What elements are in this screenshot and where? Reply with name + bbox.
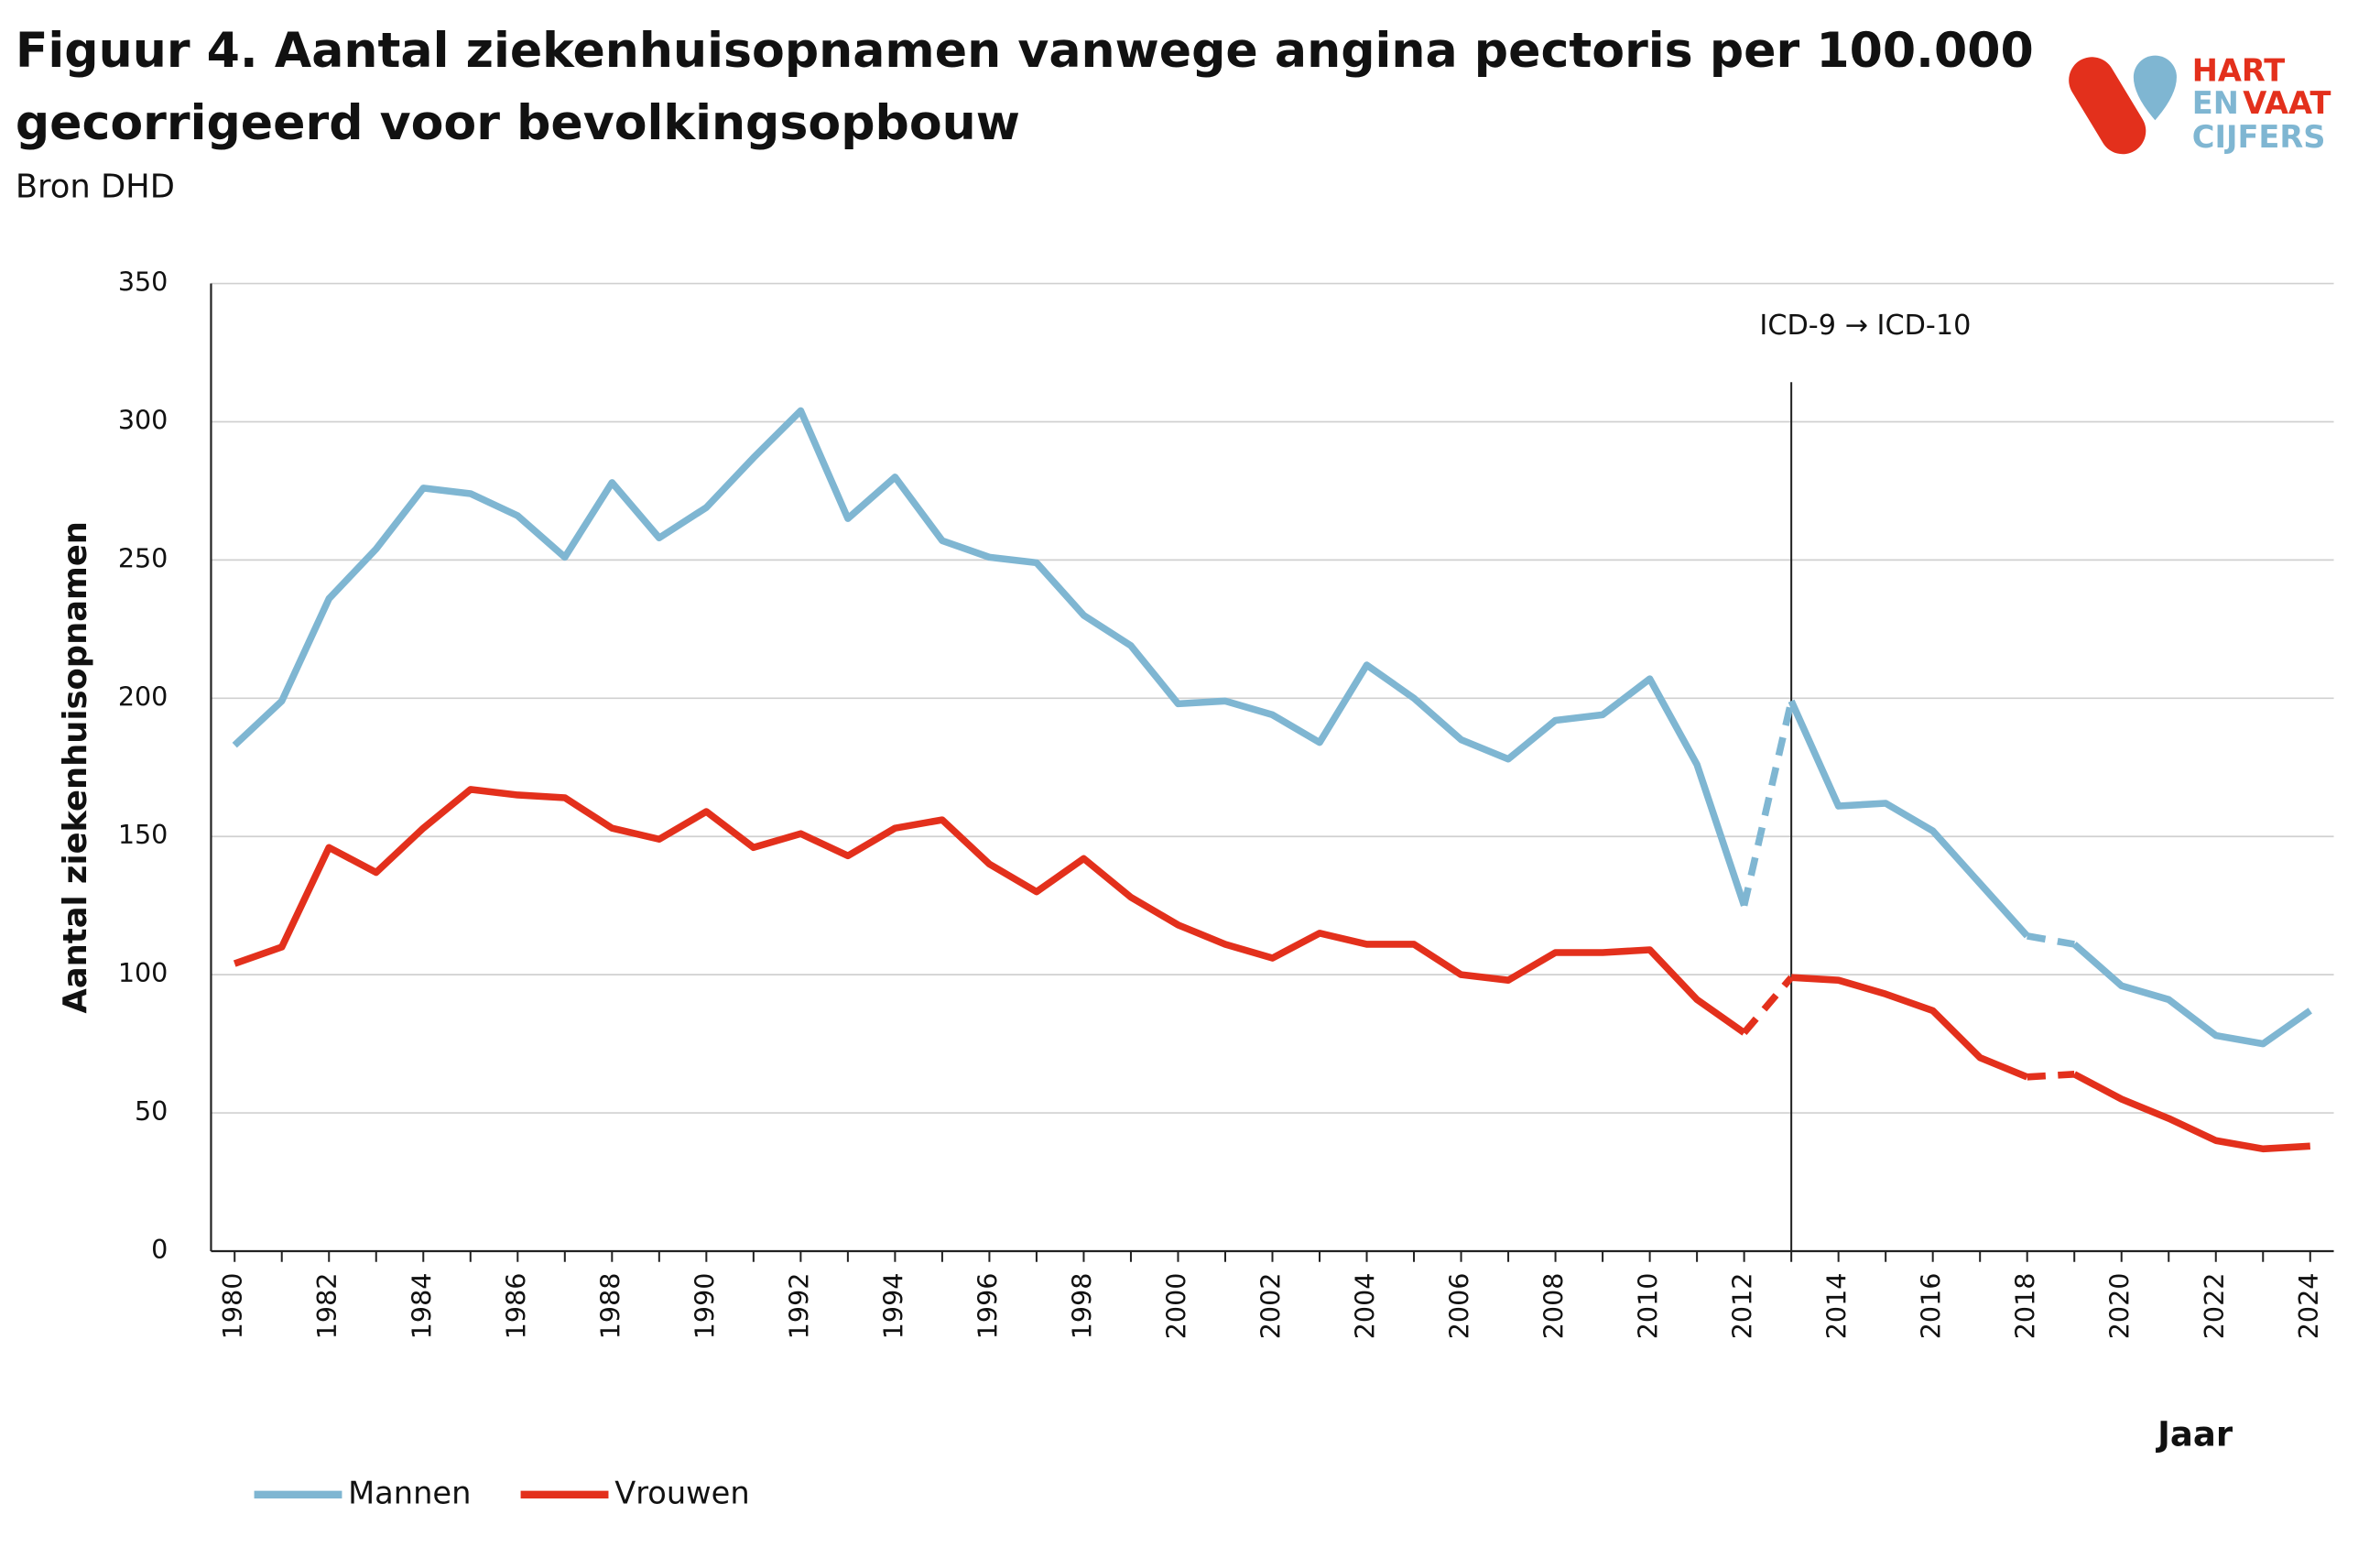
y-tick-label: 50 — [135, 1095, 168, 1127]
logo-shape — [2133, 55, 2177, 121]
x-tick-label: 1984 — [406, 1273, 437, 1340]
x-tick-label: 2024 — [2293, 1273, 2324, 1340]
annotation-text: ICD-9 → ICD-10 — [1759, 310, 1971, 342]
legend-label: Mannen — [348, 1475, 471, 1510]
x-tick-label: 2008 — [1538, 1273, 1570, 1340]
logo-text: EN — [2192, 85, 2239, 121]
legend-label: Vrouwen — [614, 1475, 749, 1510]
x-tick-label: 1980 — [217, 1273, 248, 1340]
logo-shape — [2069, 57, 2146, 155]
series-line — [2071, 942, 2312, 1048]
x-tick-label: 1992 — [783, 1273, 814, 1340]
chart-title: gecorrigeerd voor bevolkingsopbouw — [16, 96, 1020, 151]
x-tick-label: 2006 — [1444, 1273, 1475, 1340]
y-axis-label: Aantal ziekenhuisopnamen — [57, 521, 94, 1013]
x-tick-label: 2010 — [1633, 1273, 1664, 1340]
x-tick-label: 1982 — [311, 1273, 342, 1340]
x-tick-label: 2004 — [1350, 1273, 1381, 1340]
x-tick-label: 2012 — [1727, 1273, 1758, 1340]
x-tick-label: 2014 — [1821, 1273, 1853, 1340]
x-tick-label: 2002 — [1255, 1273, 1286, 1340]
series-line — [2027, 932, 2075, 948]
chart-title: Figuur 4. Aantal ziekenhuisopnamen vanwe… — [16, 24, 2034, 79]
logo-text: CIJFERS — [2192, 119, 2326, 155]
logo-text: HART — [2192, 53, 2286, 89]
logo-text: VAAT — [2243, 85, 2331, 121]
y-tick-label: 150 — [118, 819, 168, 850]
x-tick-label: 2018 — [2010, 1273, 2041, 1340]
y-tick-label: 250 — [118, 542, 168, 573]
x-tick-label: 2020 — [2104, 1273, 2135, 1340]
series-line — [232, 407, 1748, 907]
x-tick-label: 1994 — [877, 1273, 908, 1340]
y-tick-label: 0 — [151, 1234, 168, 1265]
x-tick-label: 2022 — [2199, 1273, 2230, 1340]
x-tick-label: 1988 — [594, 1273, 625, 1340]
series-line — [233, 786, 1746, 1036]
series-line — [2072, 1071, 2311, 1153]
logo: HART EN VAAT CIJFERS — [2069, 53, 2331, 155]
series-line — [2027, 1071, 2075, 1081]
series-line — [1788, 699, 2030, 939]
x-axis-label: Jaar — [2155, 1414, 2233, 1454]
y-tick-label: 200 — [118, 681, 168, 712]
x-tick-label: 1998 — [1066, 1273, 1097, 1340]
series-line — [1740, 700, 1795, 907]
y-tick-label: 100 — [118, 957, 168, 988]
x-tick-label: 2000 — [1160, 1273, 1191, 1340]
y-tick-label: 300 — [118, 404, 168, 435]
series-line — [1790, 974, 2029, 1081]
x-tick-label: 1986 — [500, 1273, 531, 1340]
x-tick-label: 2016 — [1916, 1273, 1947, 1340]
chart-subtitle: Bron DHD — [16, 168, 175, 205]
x-tick-label: 1990 — [689, 1273, 720, 1340]
x-tick-label: 1996 — [972, 1273, 1003, 1340]
y-tick-label: 350 — [118, 267, 168, 298]
series-line — [1741, 975, 1795, 1035]
